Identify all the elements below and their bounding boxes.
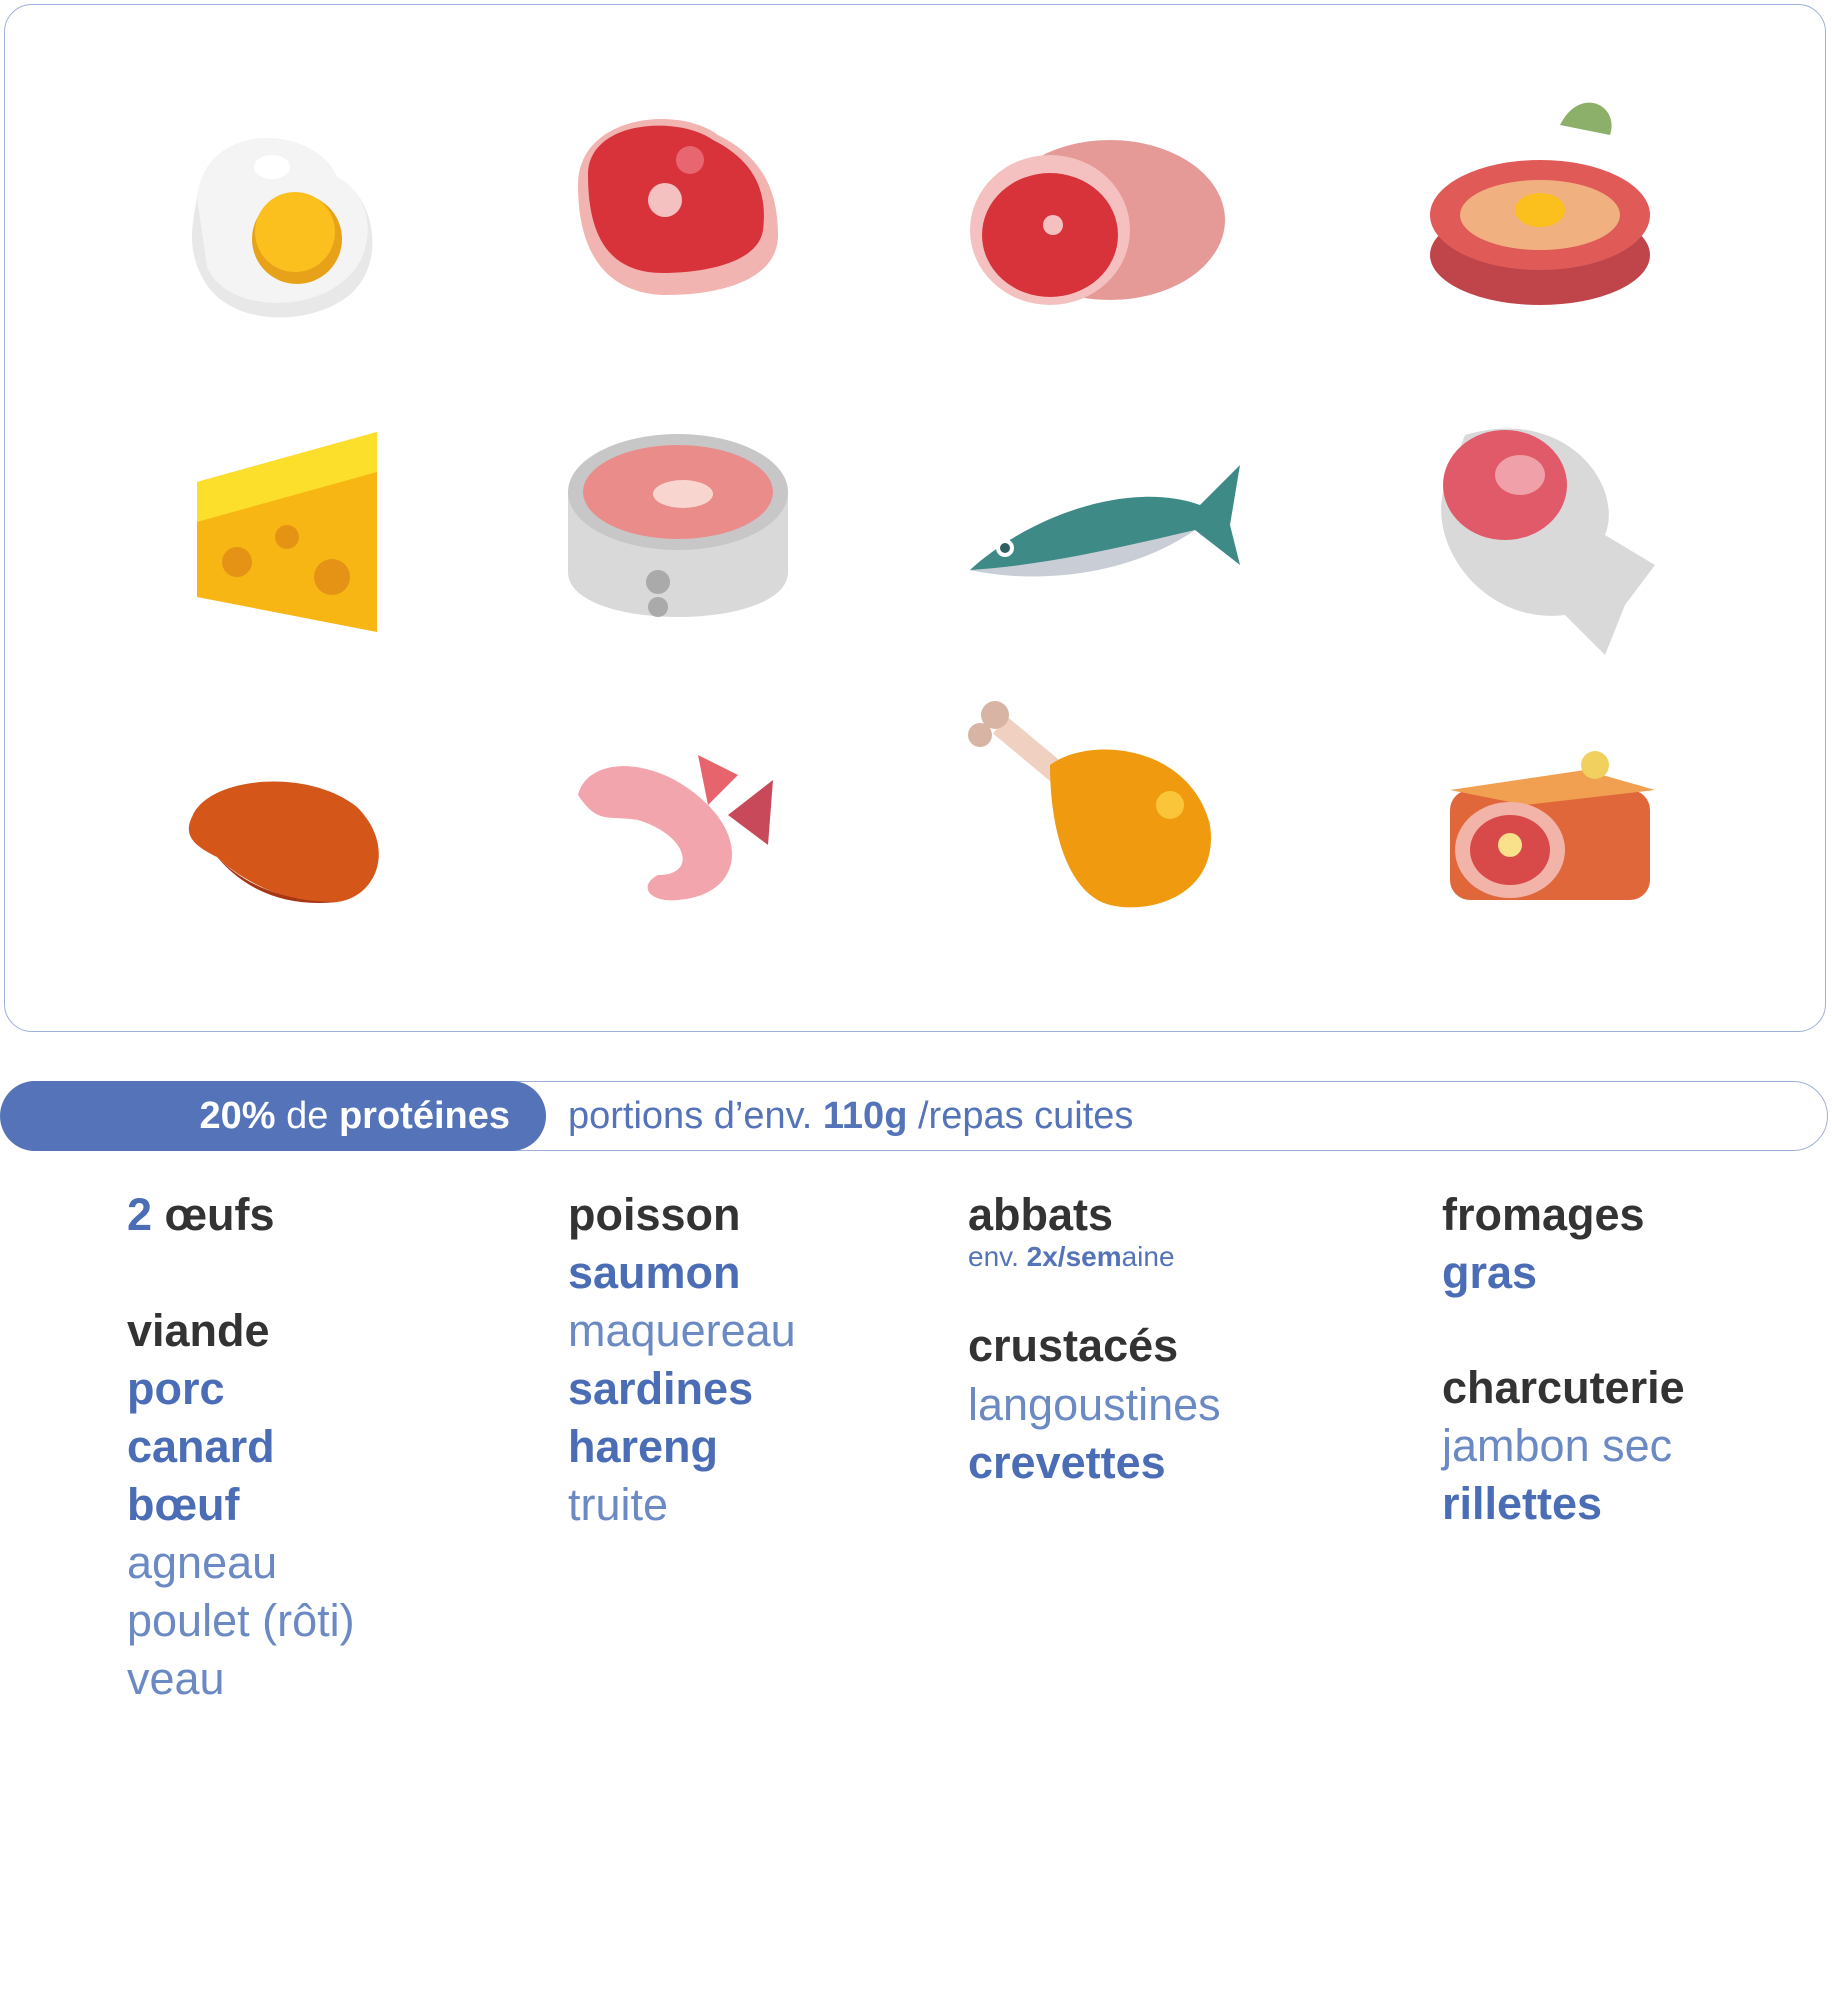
lead: 2 œufs xyxy=(127,1186,275,1244)
item: truite xyxy=(568,1479,669,1530)
icon-liver xyxy=(188,781,379,903)
banner-word: /repas cuites xyxy=(917,1095,1134,1137)
item: bœuf xyxy=(127,1479,240,1530)
image-card xyxy=(4,4,1826,1032)
heading: poisson xyxy=(568,1189,741,1240)
heading: viande xyxy=(127,1305,270,1356)
lead-count: 2 xyxy=(127,1189,153,1240)
item: langoustines xyxy=(968,1379,1221,1430)
heading: abbats xyxy=(968,1189,1114,1240)
banner-text: portions d’env. 110g /repas cuites xyxy=(568,1081,1133,1151)
icon-shrimp xyxy=(578,755,773,901)
banner-word: protéines xyxy=(338,1095,510,1137)
note-part: 2x/sem xyxy=(1026,1241,1122,1272)
item: agneau xyxy=(127,1537,278,1588)
lead-food: œufs xyxy=(164,1189,275,1240)
heading: charcuterie xyxy=(1442,1362,1685,1413)
item: canard xyxy=(127,1421,275,1472)
icon-can xyxy=(568,434,788,617)
banner-word: portions d’env. xyxy=(568,1095,813,1137)
note-part: aine xyxy=(1121,1241,1175,1272)
icon-steak xyxy=(578,119,778,296)
frequency-note: env. 2x/semaine xyxy=(968,1240,1175,1274)
note-part: env. xyxy=(968,1241,1019,1272)
item: maquereau xyxy=(568,1305,796,1356)
icon-ham xyxy=(970,140,1225,305)
icon-egg xyxy=(192,138,373,318)
banner-percent: 20% xyxy=(199,1095,276,1137)
icon-fish xyxy=(970,465,1240,577)
icon-cheese xyxy=(197,432,377,632)
heading: fromages xyxy=(1442,1189,1645,1240)
food-icons xyxy=(188,102,1655,908)
item: rillettes xyxy=(1442,1478,1603,1529)
banner-word: de xyxy=(286,1095,329,1137)
item: hareng xyxy=(568,1421,719,1472)
banner-amount: 110g xyxy=(822,1095,908,1137)
item: sardines xyxy=(568,1363,754,1414)
item: jambon sec xyxy=(1442,1420,1673,1471)
item: porc xyxy=(127,1363,225,1414)
item: saumon xyxy=(568,1247,741,1298)
heading: crustacés xyxy=(968,1320,1179,1371)
item: gras xyxy=(1442,1247,1538,1298)
icon-chicken-leg xyxy=(968,701,1211,908)
icon-pork-leg xyxy=(1441,428,1655,655)
icon-pate xyxy=(1450,751,1655,900)
icon-tartare xyxy=(1430,102,1650,305)
item: crevettes xyxy=(968,1437,1166,1488)
banner-label: 20% de protéines xyxy=(0,1081,546,1151)
item: poulet (rôti) xyxy=(127,1595,355,1646)
item: veau xyxy=(127,1653,225,1704)
